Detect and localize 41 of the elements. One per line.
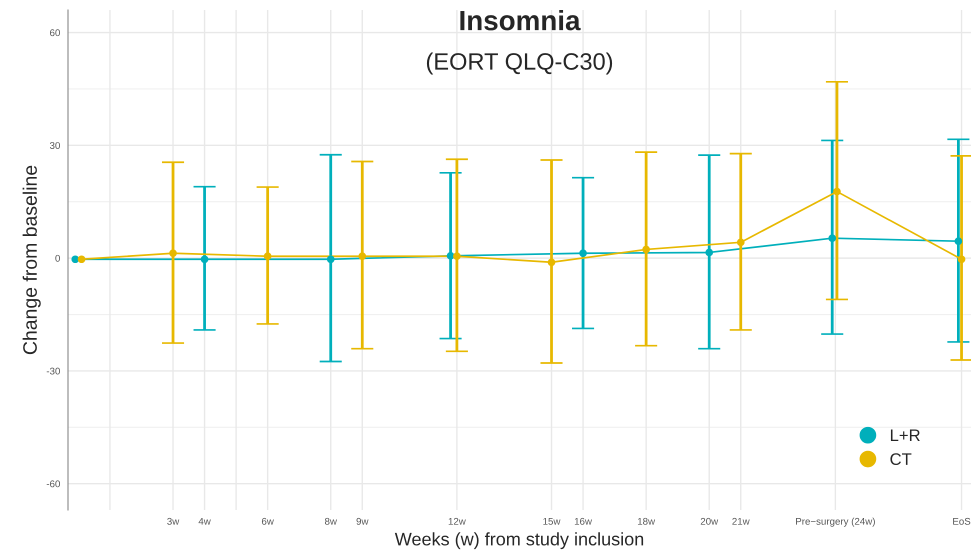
y-tick-label: 30	[50, 142, 60, 149]
x-tick-label: 8w	[324, 518, 337, 525]
x-tick-label: 12w	[448, 518, 466, 525]
point	[169, 249, 177, 258]
point	[954, 237, 962, 246]
point	[358, 252, 366, 260]
legend-label: CT	[890, 453, 912, 466]
y-axis-title: Change from baseline	[22, 166, 41, 354]
point	[705, 248, 714, 256]
point	[71, 255, 80, 264]
point	[200, 255, 208, 264]
point	[736, 238, 745, 246]
point	[78, 255, 86, 264]
x-tick-label: Pre−surgery (24w)	[796, 518, 875, 527]
y-tick-label: -60	[46, 480, 60, 488]
x-tick-label: 4w	[198, 518, 211, 525]
y-tick-label: -30	[46, 368, 60, 375]
x-tick-label: 20w	[700, 518, 718, 525]
x-tick-label: EoS	[953, 518, 970, 525]
x-tick-label: 6w	[262, 518, 274, 525]
point	[579, 249, 587, 258]
point	[326, 255, 335, 264]
x-tick-label: 3w	[167, 518, 180, 525]
chart-title: Insomnia	[460, 10, 581, 30]
point	[833, 188, 841, 196]
y-tick-label: 60	[50, 29, 60, 36]
point	[453, 252, 461, 260]
y-tick-label: 0	[55, 254, 60, 262]
point	[264, 252, 272, 260]
x-tick-label: 21w	[732, 518, 750, 525]
x-tick-label: 15w	[543, 518, 560, 525]
x-tick-label: 9w	[356, 518, 369, 525]
x-tick-label: 16w	[574, 518, 592, 525]
point	[828, 234, 836, 242]
point	[642, 246, 650, 254]
point	[958, 255, 966, 264]
point	[548, 258, 556, 266]
x-axis-title: Weeks (w) from study inclusion	[394, 532, 644, 550]
legend-label: L+R	[890, 430, 920, 442]
text: (EORT QLQ-C30)	[426, 52, 612, 74]
x-tick-label: 18w	[638, 518, 656, 525]
